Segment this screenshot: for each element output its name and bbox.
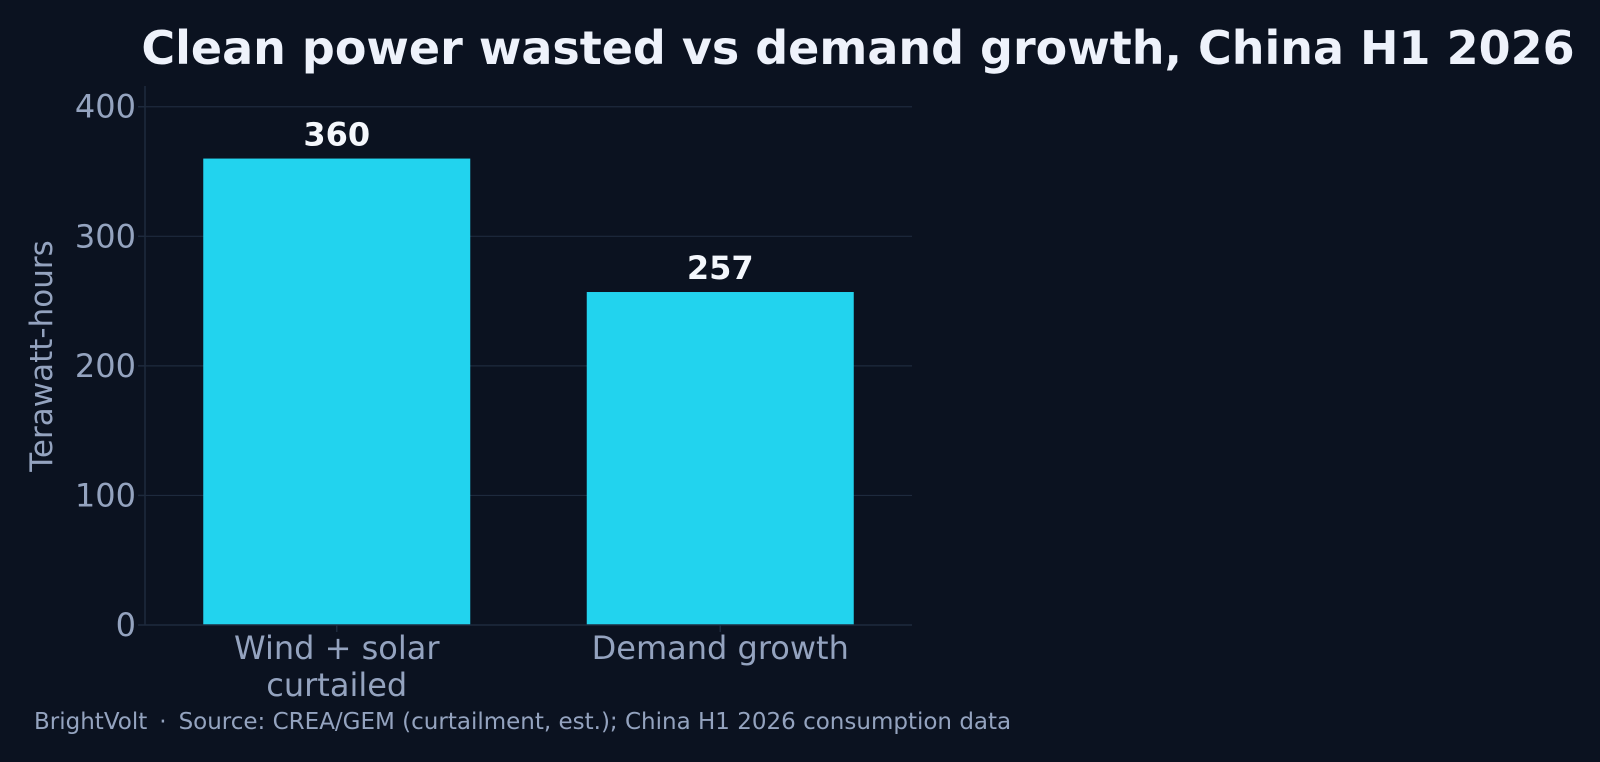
y-axis-label: Terawatt-hours	[24, 240, 60, 473]
footer-separator: ·	[159, 709, 166, 735]
y-tick-label-0: 0	[116, 606, 136, 644]
x-tick-label-0-1: curtailed	[266, 666, 407, 704]
axes	[138, 86, 912, 632]
data-label-0: 360	[303, 116, 370, 154]
y-tick-label-100: 100	[75, 476, 136, 514]
y-tick-label-400: 400	[75, 88, 136, 126]
footer-source: Source: CREA/GEM (curtailment, est.); Ch…	[179, 709, 1012, 735]
x-tick-label-1-0: Demand growth	[592, 629, 849, 667]
data-label-1: 257	[687, 249, 754, 287]
footer-text: BrightVolt · Source: CREA/GEM (curtailment…	[34, 709, 1011, 735]
x-tick-label-0-0: Wind + solar	[234, 629, 440, 667]
bars	[203, 158, 854, 626]
footer-brand: BrightVolt	[34, 709, 147, 735]
bar-0	[203, 158, 471, 626]
y-tick-label-200: 200	[75, 347, 136, 385]
chart-title: Clean power wasted vs demand growth, Chi…	[141, 21, 1574, 75]
bar-1	[586, 292, 854, 625]
y-tick-label-300: 300	[75, 217, 136, 255]
